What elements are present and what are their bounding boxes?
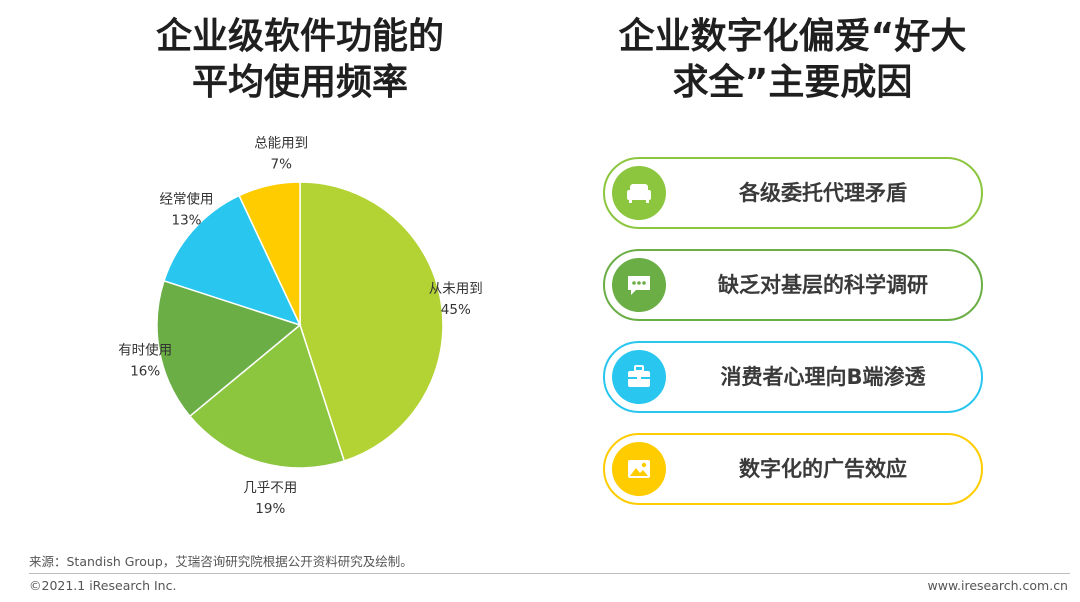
footer-divider [29, 573, 1070, 574]
pie-slice-1 [299, 181, 444, 462]
usage-frequency-pie-chart: 从未用到 45% 几乎不用 19% 有时使用 16% 经常使用 13% 总能用到 7% [118, 135, 483, 517]
website-link[interactable]: www.iresearch.com.cn [927, 578, 1069, 593]
right-title-line-1: 企业数字化偏爱“好大 [618, 16, 967, 57]
chat-bubble-icon [628, 276, 650, 295]
reason-4-icon-circle [612, 442, 666, 496]
pie-value-2: 19% [255, 501, 285, 517]
sofa-icon [627, 184, 651, 203]
reason-4-label: 数字化的广告效应 [739, 457, 907, 481]
pie-label-4: 经常使用 [160, 190, 214, 207]
pie-slice-2 [188, 323, 346, 469]
reason-1-icon-circle [612, 166, 666, 220]
reason-2-icon-circle [612, 258, 666, 312]
pie-slice-3 [156, 279, 302, 418]
pie-label-5: 总能用到 [254, 135, 308, 151]
pie-value-5: 7% [270, 156, 292, 172]
pie-label-3: 有时使用 [118, 341, 172, 358]
toolbox-icon [628, 365, 650, 387]
left-chart-title: 企业级软件功能的 平均使用频率 [110, 14, 490, 106]
left-title-line-1: 企业级软件功能的 [155, 16, 444, 57]
reason-2-label: 缺乏对基层的科学调研 [718, 273, 928, 297]
pie-label-1: 从未用到 [429, 281, 483, 297]
source-note: 来源：Standish Group，艾瑞咨询研究院根据公开资料研究及绘制。 [29, 554, 413, 569]
reason-3-icon-circle [612, 350, 666, 404]
reason-pill-2: 缺乏对基层的科学调研 [603, 249, 983, 321]
pie-value-4: 13% [171, 212, 201, 228]
pie-value-1: 45% [441, 302, 471, 318]
reason-1-label: 各级委托代理矛盾 [739, 181, 907, 205]
pie-label-2: 几乎不用 [243, 480, 297, 496]
reason-pill-3: 消费者心理向B端渗透 [603, 341, 983, 413]
pie-value-3: 16% [130, 363, 160, 379]
right-section-title: 企业数字化偏爱“好大 求全”主要成因 [585, 14, 1000, 106]
image-icon [628, 460, 650, 478]
reason-pill-1: 各级委托代理矛盾 [603, 157, 983, 229]
reason-3-label: 消费者心理向B端渗透 [720, 365, 926, 389]
left-title-line-2: 平均使用频率 [191, 62, 408, 103]
pie-slice-5 [238, 181, 301, 326]
right-title-line-2: 求全”主要成因 [672, 62, 913, 103]
copyright-text: ©2021.1 iResearch Inc. [29, 578, 177, 593]
reason-pill-4: 数字化的广告效应 [603, 433, 983, 505]
pie-slice-4 [163, 194, 302, 327]
